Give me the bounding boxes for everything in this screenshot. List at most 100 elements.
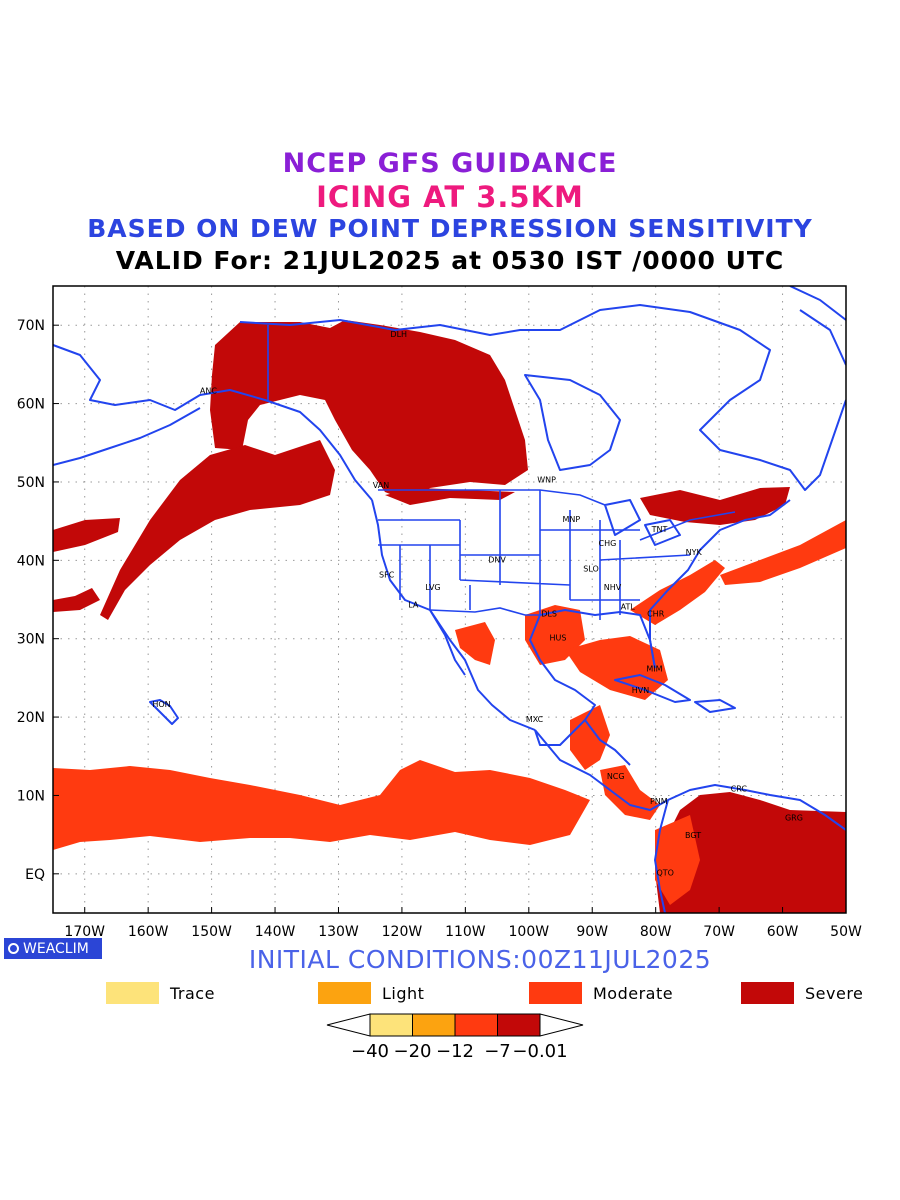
coast-south-america xyxy=(654,784,846,913)
lon-tick-label: 120W xyxy=(382,924,423,940)
icing-moderate-gulf-mexico xyxy=(565,636,668,700)
lon-tick-label: 110W xyxy=(445,924,486,940)
weaclim-badge: WEACLIM xyxy=(4,938,102,959)
weaclim-logo-icon xyxy=(8,943,19,954)
coastlines xyxy=(53,286,846,913)
coast-caribbean-north xyxy=(584,719,631,766)
lon-tick-label: 160W xyxy=(128,924,169,940)
station-dls: DLS xyxy=(541,610,557,619)
colorbar-tick-label: −7 xyxy=(484,1041,511,1062)
legend-label-light: Light xyxy=(382,983,425,1003)
colorbar-tick-label: −20 xyxy=(394,1041,432,1062)
station-chr: CHR xyxy=(647,610,665,619)
station-mim: MIM xyxy=(646,665,662,674)
station-anc: ANC xyxy=(200,386,217,395)
legend-item-light: Light xyxy=(318,982,424,1004)
station-ncg: NCG xyxy=(607,772,625,781)
map-frame xyxy=(52,285,847,914)
station-van: VAN xyxy=(373,481,389,490)
coast-great-lakes xyxy=(604,499,681,546)
icing-severe-pacific-southwest xyxy=(53,588,100,612)
icing-moderate-south-america-west xyxy=(655,815,700,905)
coast-hudson-bay xyxy=(524,374,621,471)
lon-tick-label: 60W xyxy=(767,924,799,940)
initial-conditions: INITIAL CONDITIONS:00Z11JUL2025 xyxy=(248,945,712,974)
lon-tick-label: 140W xyxy=(255,924,296,940)
political-boundaries xyxy=(267,325,736,620)
colorbar-cell xyxy=(454,1013,498,1037)
station-nyk: NYK xyxy=(686,548,703,557)
icing-moderate-itcz xyxy=(53,760,590,850)
lon-tick-label: 50W xyxy=(830,924,862,940)
station-grg: GRG xyxy=(785,814,803,823)
lon-tick-label: 70W xyxy=(703,924,735,940)
title-model: NCEP GFS GUIDANCE xyxy=(282,148,618,179)
lat-tick-label: EQ xyxy=(25,867,45,883)
colorbar-right-arrow xyxy=(539,1013,584,1037)
title-method: BASED ON DEW POINT DEPRESSION SENSITIVIT… xyxy=(87,214,813,243)
lat-tick-label: 20N xyxy=(17,710,45,726)
station-mnp: MNP xyxy=(562,515,580,524)
lat-tick-label: 30N xyxy=(17,632,45,648)
icing-severe-south-america xyxy=(655,792,846,913)
legend-item-moderate: Moderate xyxy=(529,982,673,1004)
legend-swatch-severe xyxy=(741,982,794,1004)
coast-greenland xyxy=(789,286,846,366)
coast-east-us xyxy=(649,499,791,669)
colorbar-tick-label: −0.01 xyxy=(512,1041,567,1062)
state-lines xyxy=(378,490,691,620)
icing-moderate-central-america xyxy=(570,705,610,770)
coast-central-america xyxy=(534,729,669,811)
icing-regions xyxy=(53,320,846,913)
station-mxc: MXC xyxy=(526,715,544,724)
lon-tick-label: 100W xyxy=(509,924,550,940)
longitude-labels: 170W 160W 150W 140W 130W 120W 110W 100W 90W 80W 70… xyxy=(64,924,862,940)
legend-label-trace: Trace xyxy=(170,983,215,1003)
lat-tick-label: 50N xyxy=(17,475,45,491)
title-valid-time: VALID For: 21JUL2025 at 0530 IST /0000 U… xyxy=(115,246,785,275)
lat-tick-label: 60N xyxy=(17,397,45,413)
lon-tick-label: 80W xyxy=(640,924,672,940)
lat-tick-label: 10N xyxy=(17,788,45,804)
lat-tick-label: 70N xyxy=(17,318,45,334)
legend-swatch-trace xyxy=(106,982,159,1004)
axis-ticks xyxy=(53,324,847,913)
lon-tick-label: 90W xyxy=(576,924,608,940)
station-slo: SLO xyxy=(583,564,599,573)
colorbar-cell xyxy=(497,1013,541,1037)
icing-severe-pacific-west xyxy=(53,518,120,552)
station-crc: CRC xyxy=(731,785,748,794)
lon-tick-label: 130W xyxy=(318,924,359,940)
icing-severe-southern-canada xyxy=(385,488,515,505)
colorbar-cell xyxy=(369,1013,413,1037)
station-la: LA xyxy=(408,600,419,609)
legend-item-severe: Severe xyxy=(741,982,863,1004)
badge-label: WEACLIM xyxy=(23,940,89,957)
station-qto: QTO xyxy=(656,868,673,877)
icing-severe-north-pacific-band xyxy=(100,440,335,620)
colorbar-left-arrow xyxy=(326,1013,371,1037)
border-us-mexico xyxy=(429,607,540,616)
station-chg: CHG xyxy=(599,539,617,548)
colorbar xyxy=(326,1013,584,1037)
station-lvg: LVG xyxy=(425,583,440,592)
icing-moderate-atlantic-east xyxy=(720,520,846,585)
legend-swatch-moderate xyxy=(529,982,582,1004)
station-hus: HUS xyxy=(550,633,567,642)
coast-hawaii xyxy=(149,699,179,725)
icing-severe-alaska-yukon xyxy=(210,320,528,500)
station-sfc: SFC xyxy=(379,571,395,580)
legend-swatch-light xyxy=(318,982,371,1004)
coast-baja xyxy=(429,609,466,676)
coast-hispaniola xyxy=(694,699,736,713)
station-dnv: DNV xyxy=(488,556,506,565)
colorbar-tick-label: −40 xyxy=(351,1041,389,1062)
station-labels: DLH ANC VAN WNP MNP CHG TNT NYK DNV SFC SLO LVG NHV L… xyxy=(152,330,803,877)
coast-cuba xyxy=(614,674,691,703)
latitude-labels: 70N 60N 50N 40N 30N 20N 10N EQ xyxy=(17,318,45,883)
colorbar-tick-labels: −40 −20 −12 −7 −0.01 xyxy=(351,1041,568,1062)
coast-alaska xyxy=(53,344,373,501)
lat-tick-label: 40N xyxy=(17,553,45,569)
coast-arctic-canada xyxy=(239,304,846,491)
